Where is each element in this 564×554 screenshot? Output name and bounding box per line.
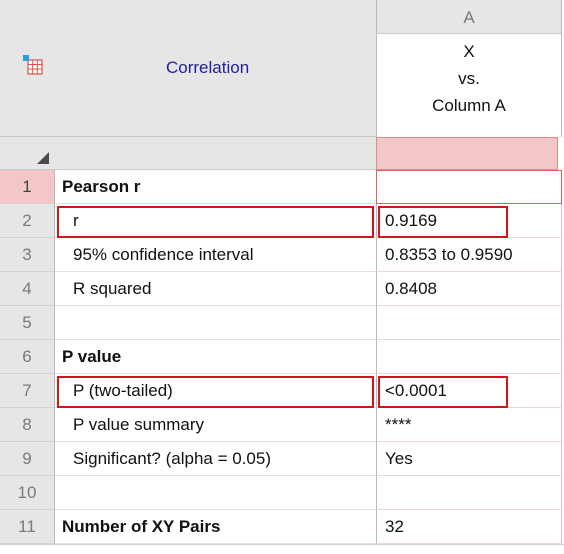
row-value[interactable]: 0.9169 [376, 204, 562, 238]
row-label[interactable]: r [55, 204, 376, 238]
row-value[interactable] [376, 476, 562, 510]
row-label[interactable]: P value [55, 340, 376, 374]
row-label[interactable]: Pearson r [55, 170, 376, 204]
row-value[interactable]: **** [376, 408, 562, 442]
table-row: 4 R squared 0.8408 [0, 272, 564, 306]
row-value[interactable]: 32 [376, 510, 562, 544]
row-number[interactable]: 11 [0, 510, 55, 544]
row-value[interactable]: <0.0001 [376, 374, 562, 408]
row-value[interactable] [376, 340, 562, 374]
table-row: 9 Significant? (alpha = 0.05) Yes [0, 442, 564, 476]
row-label[interactable]: R squared [55, 272, 376, 306]
table-row: 3 95% confidence interval 0.8353 to 0.95… [0, 238, 564, 272]
column-a-title[interactable]: X vs. Column A [376, 34, 562, 137]
table-row: 2 r 0.9169 [0, 204, 564, 238]
table-row: 8 P value summary **** [0, 408, 564, 442]
row-number[interactable]: 7 [0, 374, 55, 408]
row-label[interactable]: P (two-tailed) [55, 374, 376, 408]
row-value[interactable] [376, 170, 562, 204]
column-title-line: vs. [458, 69, 480, 88]
row-label[interactable]: Number of XY Pairs [55, 510, 376, 544]
table-row: 6 P value [0, 340, 564, 374]
table-row: 10 [0, 476, 564, 510]
column-a-subheader[interactable] [376, 137, 558, 170]
row-number[interactable]: 6 [0, 340, 55, 374]
row-number[interactable]: 10 [0, 476, 55, 510]
table-title: Correlation [166, 58, 250, 77]
row-number[interactable]: 4 [0, 272, 55, 306]
table-row: 11 Number of XY Pairs 32 [0, 510, 564, 544]
row-value[interactable] [376, 306, 562, 340]
column-a-header[interactable]: A [376, 0, 562, 34]
table-row: 1 Pearson r [0, 170, 564, 204]
grid-divider [0, 544, 564, 545]
row-value[interactable]: 0.8353 to 0.9590 [376, 238, 562, 272]
row-number[interactable]: 3 [0, 238, 55, 272]
sort-corner-icon[interactable] [36, 151, 50, 165]
row-value[interactable]: Yes [376, 442, 562, 476]
results-table-icon[interactable] [22, 54, 44, 76]
row-number[interactable]: 1 [0, 170, 55, 204]
row-number[interactable]: 8 [0, 408, 55, 442]
row-number[interactable]: 9 [0, 442, 55, 476]
row-label[interactable]: P value summary [55, 408, 376, 442]
row-label[interactable] [55, 476, 376, 510]
row-number[interactable]: 2 [0, 204, 55, 238]
row-label[interactable]: Significant? (alpha = 0.05) [55, 442, 376, 476]
subheader-row [0, 137, 376, 170]
row-value[interactable]: 0.8408 [376, 272, 562, 306]
row-label[interactable]: 95% confidence interval [55, 238, 376, 272]
column-title-line: X [463, 42, 475, 61]
row-number[interactable]: 5 [0, 306, 55, 340]
row-label[interactable] [55, 306, 376, 340]
table-title-block: Correlation [0, 0, 376, 137]
table-row: 5 [0, 306, 564, 340]
column-title-line: Column A [432, 96, 506, 115]
table-row: 7 P (two-tailed) <0.0001 [0, 374, 564, 408]
